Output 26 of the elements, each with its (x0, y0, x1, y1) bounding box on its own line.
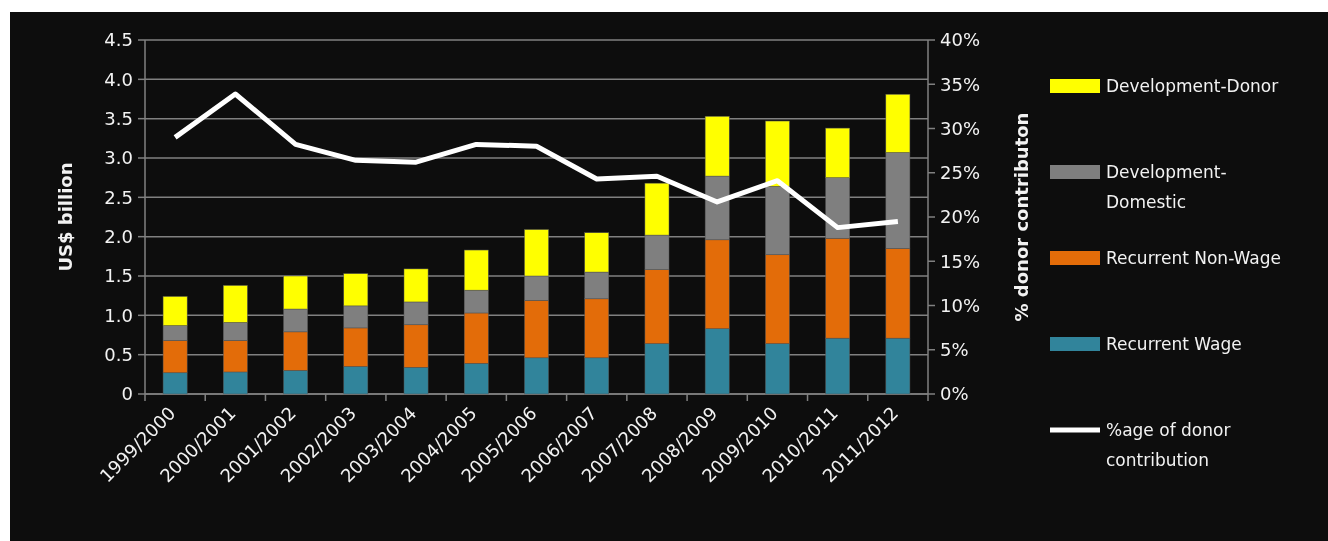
y2-tick-label: 25% (940, 162, 981, 184)
y2-tick-label: 40% (940, 29, 981, 51)
y2-tick-label: 5% (940, 339, 969, 361)
y-tick-label: 0.5 (104, 343, 133, 365)
y-tick-label: 4.0 (104, 68, 133, 90)
y2-tick-label: 15% (940, 250, 981, 272)
y-tick-label: 4.5 (104, 29, 133, 51)
y2-tick-label: 35% (940, 73, 981, 95)
y-tick-label: 2.0 (104, 225, 133, 247)
y2-tick-label: 0% (940, 383, 969, 405)
y-tick-label: 3.0 (104, 147, 133, 169)
y-tick-label: 1.5 (104, 265, 133, 287)
y2-tick-label: 30% (940, 117, 981, 139)
legend-label: Development-Domestic (1106, 162, 1227, 212)
y-tick-label: 1.0 (104, 304, 133, 326)
y2-tick-label: 10% (940, 294, 981, 316)
legend-label: Recurrent Wage (1106, 334, 1242, 354)
y2-axis-title: % donor contributon (1011, 112, 1032, 322)
y-tick-label: 0 (121, 383, 133, 405)
y-tick-label: 2.5 (104, 186, 133, 208)
y2-tick-label: 20% (940, 206, 981, 228)
legend-label: %age of donor contribution (1106, 420, 1231, 470)
legend-label: Development-Donor (1106, 76, 1279, 96)
y-tick-label: 3.5 (104, 107, 133, 129)
legend-label: Recurrent Non-Wage (1106, 248, 1281, 268)
y-axis-title: US$ billion (55, 162, 76, 272)
